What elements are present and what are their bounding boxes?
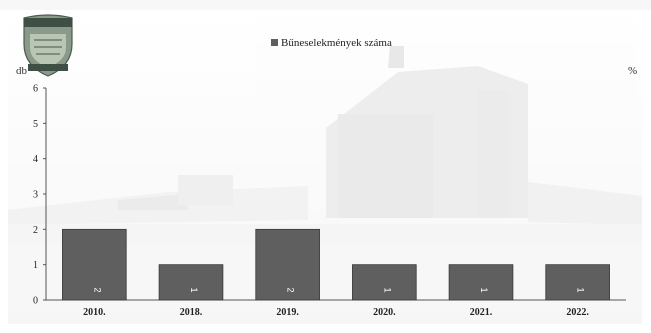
- x-category-label: 2018.: [180, 307, 203, 318]
- bar-data-label: 1: [479, 287, 489, 292]
- bar-data-label: 1: [576, 287, 586, 292]
- chart-legend: Bűneselekmények száma: [271, 37, 392, 49]
- bars-group: 2 1 2 1 1 1: [62, 228, 610, 301]
- y-tick-label: 6: [33, 84, 38, 95]
- y-axis-ticks: 0 1 2 3 4 5 6: [33, 84, 46, 307]
- bar-data-label: 1: [382, 287, 392, 292]
- y-tick-label: 3: [33, 190, 38, 201]
- x-category-label: 2010.: [83, 307, 106, 318]
- bar-data-label: 1: [189, 287, 199, 292]
- bar-2020: [352, 264, 417, 301]
- bar-2019: [255, 228, 320, 301]
- x-category-label: 2021.: [470, 307, 493, 318]
- bar-2022: [545, 264, 610, 301]
- scan-top-strip: [0, 0, 651, 10]
- x-category-label: 2020.: [373, 307, 396, 318]
- y-tick-label: 5: [33, 119, 38, 130]
- bar-2018: [158, 264, 224, 301]
- x-category-label: 2019.: [276, 307, 299, 318]
- bar-data-label: 2: [286, 287, 296, 292]
- y-tick-label: 1: [33, 260, 38, 271]
- bar-data-label: 2: [92, 287, 102, 292]
- x-axis-labels: 2010. 2018. 2019. 2020. 2021. 2022.: [83, 307, 589, 318]
- y-unit-right: %: [628, 65, 637, 77]
- bar-2010: [62, 228, 127, 301]
- y-unit-left: db: [16, 65, 28, 77]
- legend-label: Bűneselekmények száma: [281, 37, 392, 49]
- y-tick-label: 2: [33, 225, 38, 236]
- legend-swatch: [271, 39, 278, 46]
- y-tick-label: 0: [33, 296, 38, 307]
- y-tick-label: 4: [33, 154, 38, 165]
- police-shield-logo-icon: [23, 14, 73, 77]
- bar-2021: [448, 264, 514, 301]
- chart-area: db % Bűneselekmények száma 0 1 2 3 4 5 6 2 1 2 1 1…: [8, 10, 642, 324]
- x-category-label: 2022.: [566, 307, 589, 318]
- bar-chart: db % Bűneselekmények száma 0 1 2 3 4 5 6 2 1 2 1 1…: [8, 10, 642, 324]
